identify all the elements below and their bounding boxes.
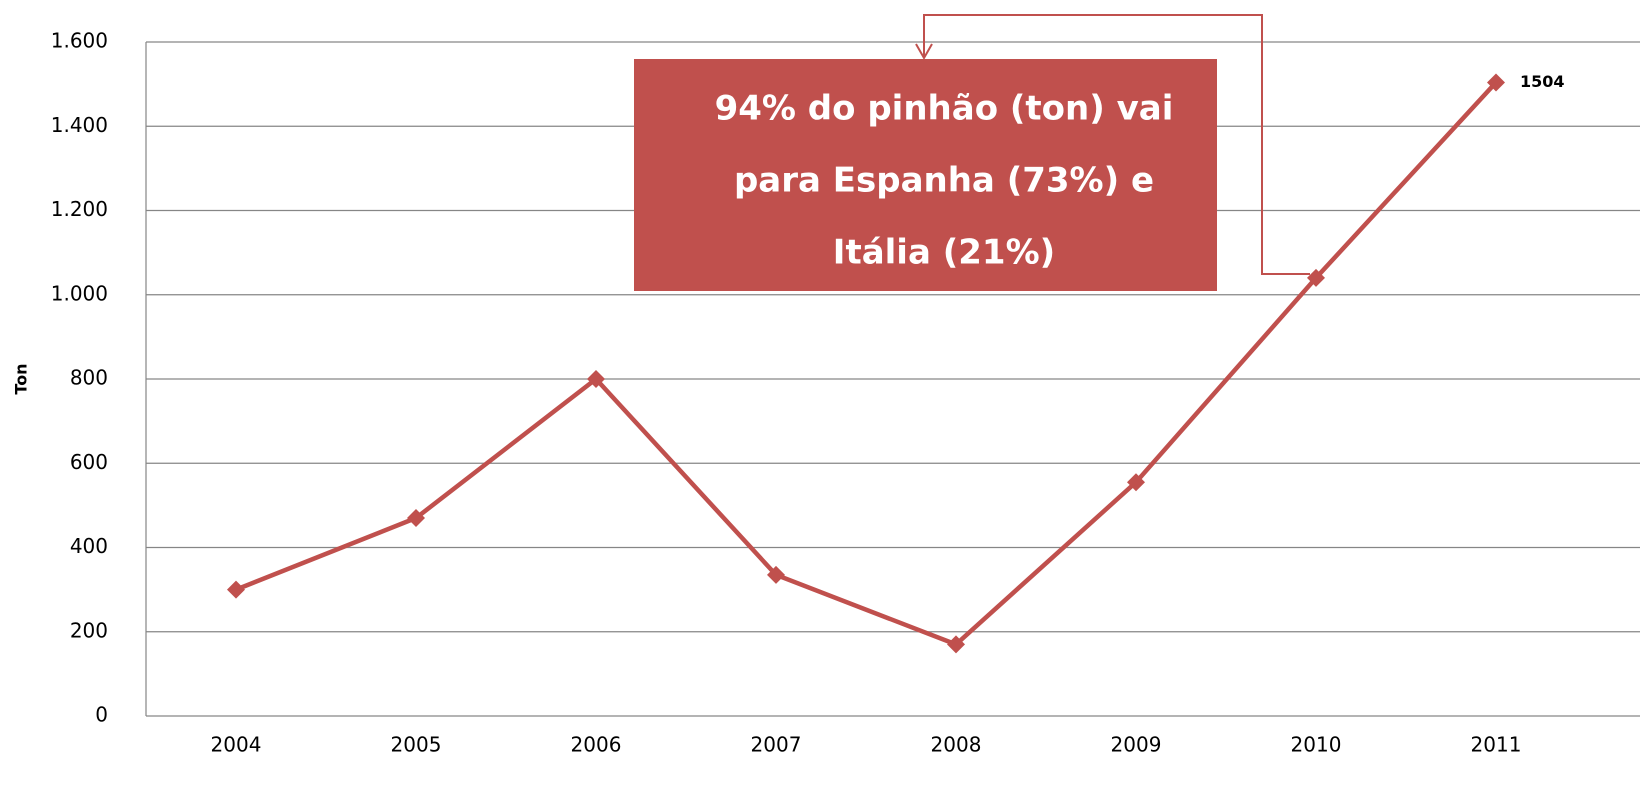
y-tick-label: 0: [95, 703, 108, 727]
y-tick-label: 1.400: [51, 113, 108, 137]
annotation-box: [634, 59, 1217, 291]
marker: [227, 580, 245, 599]
marker: [947, 635, 965, 654]
x-tick-label: 2009: [1111, 733, 1162, 757]
x-tick-label: 2004: [211, 733, 262, 757]
marker: [587, 370, 605, 388]
y-tick-label: 1.200: [51, 197, 108, 221]
x-tick-label: 2005: [391, 733, 442, 757]
x-tick-label: 2008: [931, 733, 982, 757]
y-axis-label: Ton: [12, 363, 31, 394]
y-tick-label: 200: [70, 618, 108, 642]
y-tick-label: 800: [70, 366, 108, 390]
connector: [923, 14, 1310, 275]
marker: [1127, 473, 1145, 492]
marker: [407, 509, 425, 528]
x-tick-label: 2011: [1471, 733, 1522, 757]
marker: [1307, 268, 1325, 287]
marker: [1487, 73, 1505, 92]
x-tick-label: 2010: [1291, 733, 1342, 757]
y-tick-label: 400: [70, 534, 108, 558]
data-line: [235, 80, 1498, 647]
annotation-text: Itália (21%): [833, 233, 1055, 273]
annotation-text: para Espanha (73%) e: [734, 161, 1154, 201]
y-tick-label: 600: [70, 450, 108, 474]
connector-arrow: [915, 43, 933, 61]
marker: [767, 565, 785, 584]
y-tick-label: 1.600: [51, 29, 108, 53]
x-tick-label: 2006: [571, 733, 622, 757]
x-tick-label: 2007: [751, 733, 802, 757]
annotation-text: 94% do pinhão (ton) vai: [715, 89, 1174, 129]
y-tick-label: 1.000: [51, 281, 108, 305]
data-label: 1504: [1520, 72, 1565, 91]
